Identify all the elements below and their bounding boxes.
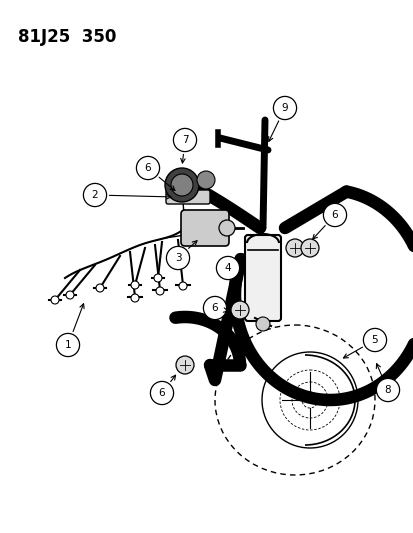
Circle shape bbox=[203, 296, 226, 320]
Text: 5: 5 bbox=[371, 335, 377, 345]
Circle shape bbox=[51, 296, 59, 304]
Circle shape bbox=[154, 274, 161, 282]
Circle shape bbox=[216, 256, 239, 280]
Circle shape bbox=[96, 284, 104, 292]
Circle shape bbox=[56, 334, 79, 357]
Text: 1: 1 bbox=[64, 340, 71, 350]
Circle shape bbox=[285, 239, 303, 257]
FancyBboxPatch shape bbox=[180, 210, 228, 246]
Circle shape bbox=[150, 382, 173, 405]
Circle shape bbox=[131, 294, 139, 302]
Circle shape bbox=[375, 378, 399, 401]
Circle shape bbox=[197, 171, 214, 189]
Text: 2: 2 bbox=[91, 190, 98, 200]
Circle shape bbox=[273, 96, 296, 119]
Circle shape bbox=[131, 281, 139, 289]
Text: 4: 4 bbox=[224, 263, 231, 273]
Circle shape bbox=[218, 220, 235, 236]
Circle shape bbox=[176, 356, 194, 374]
Text: 6: 6 bbox=[211, 303, 218, 313]
Circle shape bbox=[363, 328, 386, 352]
Circle shape bbox=[156, 287, 164, 295]
Circle shape bbox=[323, 204, 346, 227]
FancyBboxPatch shape bbox=[244, 235, 280, 321]
FancyBboxPatch shape bbox=[166, 190, 209, 204]
Circle shape bbox=[173, 128, 196, 151]
Circle shape bbox=[83, 183, 106, 207]
Circle shape bbox=[136, 156, 159, 180]
Circle shape bbox=[66, 291, 74, 299]
Text: 6: 6 bbox=[158, 388, 165, 398]
Text: 6: 6 bbox=[144, 163, 151, 173]
Circle shape bbox=[255, 317, 269, 331]
Text: 8: 8 bbox=[384, 385, 390, 395]
Text: 6: 6 bbox=[331, 210, 337, 220]
Text: 3: 3 bbox=[174, 253, 181, 263]
Circle shape bbox=[171, 174, 192, 196]
Text: 7: 7 bbox=[181, 135, 188, 145]
Circle shape bbox=[300, 239, 318, 257]
Circle shape bbox=[230, 301, 248, 319]
Circle shape bbox=[178, 282, 187, 290]
Text: 81J25  350: 81J25 350 bbox=[18, 28, 116, 46]
Circle shape bbox=[165, 168, 199, 202]
Text: 9: 9 bbox=[281, 103, 287, 113]
Circle shape bbox=[166, 246, 189, 270]
